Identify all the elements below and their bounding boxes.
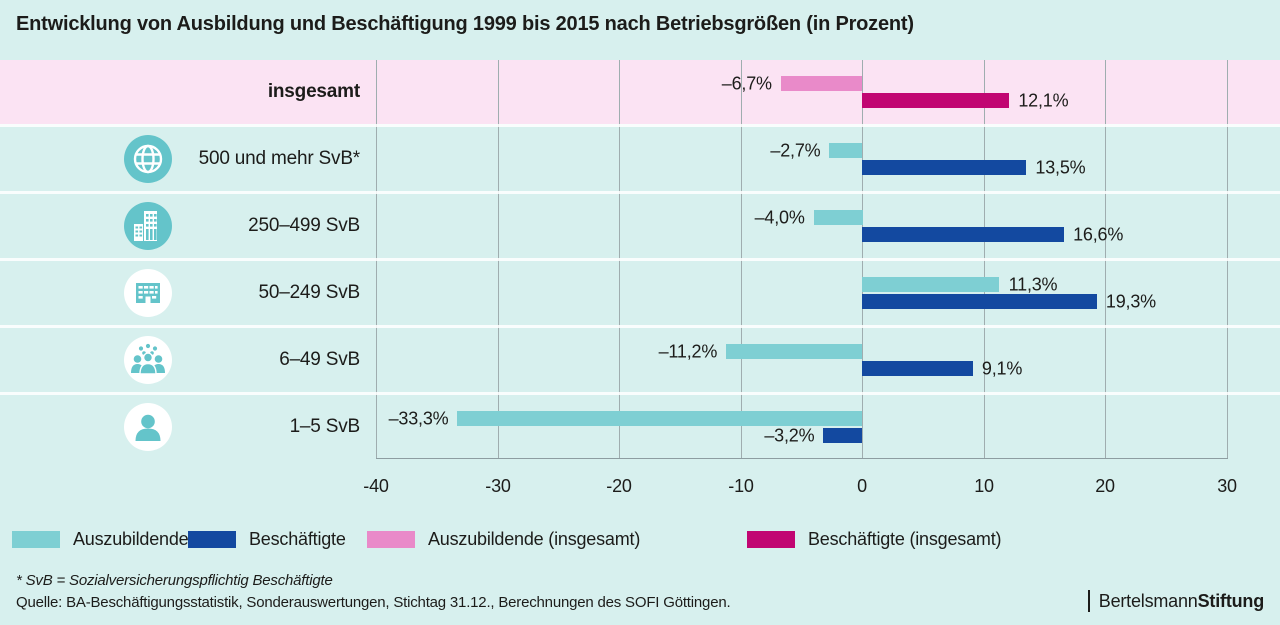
axis-tick-label: 20: [1095, 476, 1115, 496]
legend-label: Beschäftigte: [249, 529, 346, 549]
bar-value-label: –33,3%: [388, 408, 449, 429]
bar-value-label: –3,2%: [764, 425, 815, 446]
axis-tick-label: 30: [1217, 476, 1237, 496]
legend-label: Auszubildende (insgesamt): [428, 529, 641, 549]
bar-beschaeftigte: [862, 294, 1097, 309]
bar-auszubildende: [781, 76, 862, 91]
bar-value-label: 19,3%: [1105, 291, 1156, 312]
legend-swatch: [188, 531, 236, 548]
row-label: 50–249 SvB: [258, 282, 360, 303]
row-label: 250–499 SvB: [248, 215, 360, 236]
people-group-icon: [124, 336, 172, 384]
bar-value-label: 9,1%: [981, 358, 1023, 379]
building-icon: [124, 269, 172, 317]
bar-beschaeftigte: [862, 93, 1009, 108]
bar-auszubildende: [829, 143, 862, 158]
footnote: * SvB = Sozialversicherungspflichtig Bes…: [16, 572, 333, 589]
bar-beschaeftigte: [862, 227, 1064, 242]
legend-label: Beschäftigte (insgesamt): [808, 529, 1002, 549]
row-label: 1–5 SvB: [289, 416, 361, 437]
highlight-row-background: [0, 60, 1280, 124]
bertelsmann-stiftung-logo: BertelsmannStiftung: [1087, 590, 1265, 612]
skyscraper-icon: [124, 202, 172, 250]
row-separator: [0, 258, 1280, 261]
bar-auszubildende: [457, 411, 862, 426]
bar-auszubildende: [814, 210, 863, 225]
row-separator: [0, 124, 1280, 127]
chart-title: Entwicklung von Ausbildung und Beschäfti…: [16, 13, 914, 35]
legend-swatch: [12, 531, 60, 548]
source-line: Quelle: BA-Beschäftigungsstatistik, Sond…: [16, 594, 731, 611]
bar-value-label: 11,3%: [1008, 274, 1058, 295]
legend-swatch: [747, 531, 795, 548]
axis-tick-label: 0: [857, 476, 867, 496]
legend-item: Auszubildende (insgesamt): [367, 529, 640, 550]
axis-tick-label: -20: [606, 476, 632, 496]
axis-tick-label: -10: [728, 476, 754, 496]
row-label: insgesamt: [267, 81, 360, 102]
globe-icon: [124, 135, 172, 183]
person-icon: [124, 403, 172, 451]
row-separator: [0, 191, 1280, 194]
bar-value-label: –2,7%: [770, 140, 821, 161]
legend-item: Auszubildende: [12, 529, 189, 550]
row-separator: [0, 392, 1280, 395]
bar-auszubildende: [862, 277, 999, 292]
bar-beschaeftigte: [862, 361, 973, 376]
axis-tick-label: 10: [974, 476, 994, 496]
logo-name: Bertelsmann: [1098, 591, 1198, 611]
bar-value-label: 12,1%: [1018, 90, 1069, 111]
logo-bold: Stiftung: [1197, 591, 1265, 611]
bar-value-label: –6,7%: [721, 73, 772, 94]
bar-auszubildende: [726, 344, 862, 359]
axis-tick-label: -40: [363, 476, 389, 496]
bar-value-label: 16,6%: [1073, 224, 1124, 245]
row-separator: [0, 325, 1280, 328]
legend-item: Beschäftigte (insgesamt): [747, 529, 1001, 550]
bar-value-label: –11,2%: [658, 341, 718, 362]
row-label: 500 und mehr SvB*: [198, 148, 361, 169]
bar-beschaeftigte: [823, 428, 862, 443]
axis-baseline: [376, 458, 1228, 459]
legend-swatch: [367, 531, 415, 548]
bar-beschaeftigte: [862, 160, 1026, 175]
legend-item: Beschäftigte: [188, 529, 346, 550]
bar-value-label: 13,5%: [1035, 157, 1086, 178]
row-label: 6–49 SvB: [279, 349, 360, 370]
bar-value-label: –4,0%: [754, 207, 805, 228]
axis-tick-label: -30: [485, 476, 511, 496]
legend-label: Auszubildende: [73, 529, 189, 549]
